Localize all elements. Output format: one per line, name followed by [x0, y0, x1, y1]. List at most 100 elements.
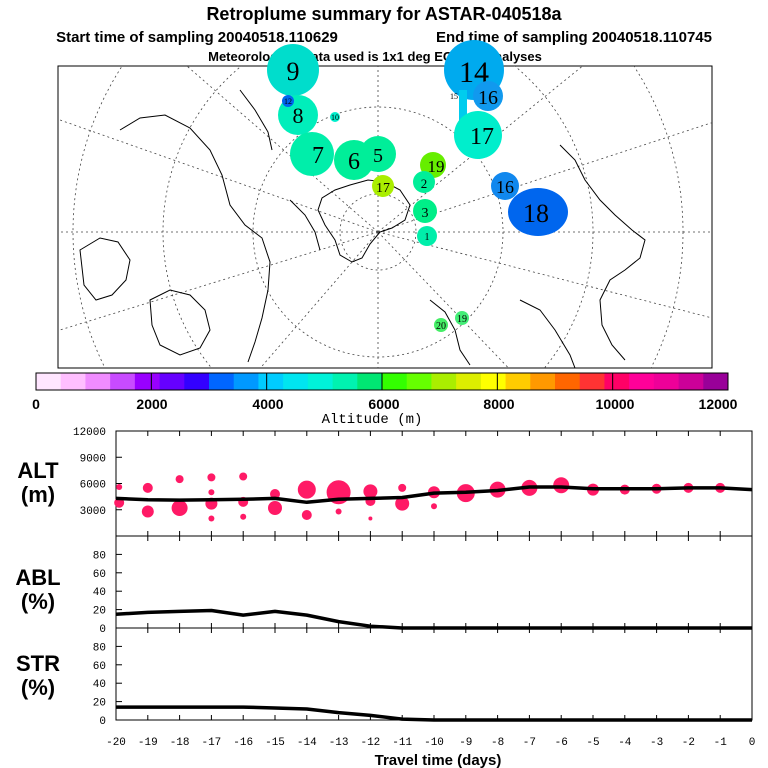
- str-ytick-label-0: 0: [99, 716, 106, 728]
- alt-circle-19: [363, 484, 378, 499]
- colorbar-swatch-8: [233, 373, 259, 390]
- alt-circle-15: [297, 480, 316, 499]
- plume-marker-7: 7: [312, 143, 324, 169]
- colorbar-tick-0: 0: [32, 396, 40, 412]
- abl-frame: [115, 535, 753, 629]
- alt-circle-0: [116, 484, 123, 490]
- plume-marker-17b-bg: [372, 175, 394, 197]
- map-frame: [57, 65, 713, 369]
- x-tick-label--1: -1: [714, 737, 728, 749]
- x-tick-label--5: -5: [586, 737, 599, 749]
- x-tick-label--16: -16: [233, 737, 253, 749]
- str-label: STR: [16, 651, 60, 676]
- plume-marker-10: 10: [331, 113, 339, 122]
- abl-ytick-label-0: 0: [99, 624, 106, 636]
- plume-marker-10-bg: [330, 112, 340, 122]
- alt-circle-18: [335, 508, 342, 515]
- colorbar-swatch-17: [456, 373, 482, 390]
- alt-circle-12: [240, 513, 247, 520]
- coastlines: [79, 89, 646, 368]
- colorbar-swatch-20: [530, 373, 556, 390]
- colorbar-swatch-5: [159, 373, 185, 390]
- colorbar-tick-2000: 2000: [136, 396, 167, 412]
- alt-circle-5: [171, 500, 188, 516]
- plume-marker-16a-bg: [473, 81, 503, 111]
- abl-ytick-label-60: 60: [93, 569, 106, 581]
- colorbar-swatch-18: [480, 373, 506, 390]
- abl-unit: (%): [21, 589, 55, 614]
- colorbar-swatch-24: [629, 373, 655, 390]
- start-time-label: Start time of sampling 20040518.110629: [56, 29, 338, 46]
- plume-marker-18: 18: [523, 199, 549, 228]
- plume-marker-17: 17: [470, 124, 494, 150]
- x-tick-label--10: -10: [424, 737, 444, 749]
- colorbar-swatch-26: [678, 373, 704, 390]
- colorbar-tick-6000: 6000: [368, 396, 399, 412]
- x-tick-label--9: -9: [459, 737, 472, 749]
- colorbar-swatch-19: [505, 373, 531, 390]
- alt-ytick-label-3000: 3000: [80, 506, 106, 518]
- abl-ytick-label-80: 80: [93, 550, 106, 562]
- plume-marker-19b-bg: [455, 311, 469, 325]
- colorbar-tick-10000: 10000: [596, 396, 635, 412]
- alt-ytick-label-9000: 9000: [80, 453, 106, 465]
- x-tick-label--3: -3: [650, 737, 663, 749]
- plume-marker-17-bg: [454, 111, 502, 159]
- x-tick-label--11: -11: [392, 737, 412, 749]
- alt-panel: 12000 9000 6000 3000: [73, 427, 753, 537]
- str-ytick-label-20: 20: [93, 698, 106, 710]
- x-tick-label--17: -17: [201, 737, 221, 749]
- colorbar-swatch-14: [382, 373, 408, 390]
- end-time-label: End time of sampling 20040518.110745: [436, 29, 712, 46]
- abl-ytick-label-40: 40: [93, 587, 106, 599]
- colorbar-swatch-4: [134, 373, 160, 390]
- alt-circle-14: [268, 501, 282, 515]
- plume-marker-19b: 19: [457, 314, 467, 325]
- alt-circle-4: [175, 475, 184, 484]
- alt-circle-2: [142, 482, 153, 493]
- str-ytick-label-60: 60: [93, 661, 106, 673]
- alt-ytick-label-6000: 6000: [80, 480, 106, 492]
- plume-marker-1: 1: [425, 232, 430, 243]
- alt-circle-6: [207, 473, 216, 482]
- str-series-line: [116, 705, 752, 722]
- plume-marker-18-bg: [508, 188, 568, 236]
- figure-title: Retroplume summary for ASTAR-040518a: [206, 4, 562, 24]
- colorbar-swatch-0: [36, 373, 62, 390]
- colorbar-swatch-6: [184, 373, 210, 390]
- colorbar-swatch-11: [307, 373, 333, 390]
- plume-marker-1-bg: [417, 226, 437, 246]
- colorbar-swatch-25: [653, 373, 679, 390]
- colorbar: [35, 372, 729, 391]
- abl-panel: 80 60 40 20 0: [93, 535, 753, 636]
- colorbar-swatch-1: [60, 373, 86, 390]
- plume-marker-19: 19: [428, 157, 445, 176]
- plume-markers: 9 14 16 17 16 18 19 17 20 19 8 7 5: [267, 40, 568, 332]
- colorbar-swatch-2: [85, 373, 111, 390]
- x-tick-label--20: -20: [106, 737, 126, 749]
- colorbar-swatch-22: [579, 373, 605, 390]
- plume-marker-2-bg: [413, 171, 435, 193]
- x-tick-label-0: 0: [749, 737, 756, 749]
- alt-circle-3: [141, 505, 154, 518]
- plume-marker-17b: 17: [376, 181, 390, 196]
- colorbar-swatch-15: [406, 373, 432, 390]
- alt-circle-16: [301, 510, 312, 520]
- plume-marker-3: 3: [422, 206, 429, 221]
- alt-circle-10: [239, 472, 248, 481]
- alt-series-line: [115, 485, 753, 505]
- plume-marker-16b-bg: [491, 172, 519, 200]
- plume-marker-12: 12: [284, 97, 292, 106]
- x-tick-label--2: -2: [682, 737, 695, 749]
- plume-marker-9: 9: [287, 57, 300, 86]
- plume-marker-5: 5: [373, 145, 383, 167]
- alt-circle-13: [270, 489, 280, 499]
- plume-marker-15: 15: [450, 92, 458, 101]
- str-ytick-label-80: 80: [93, 642, 106, 654]
- alt-circle-9: [208, 515, 215, 522]
- plume-marker-3-bg: [413, 199, 437, 223]
- plume-marker-16a: 16: [478, 87, 498, 109]
- plume-marker-2: 2: [421, 176, 428, 191]
